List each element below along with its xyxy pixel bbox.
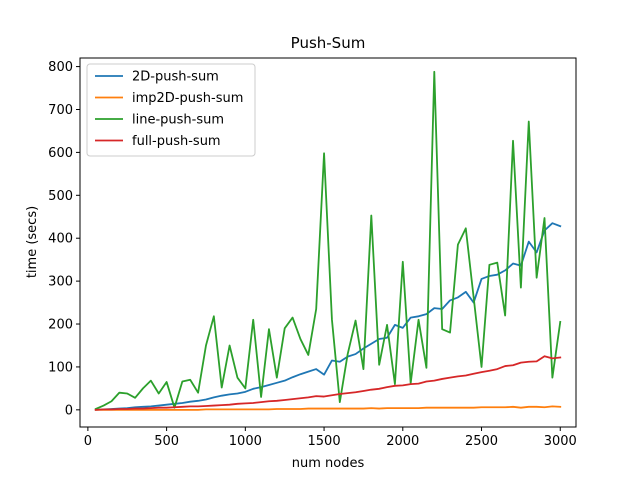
- series-line-imp2D-push-sum: [94, 405, 562, 411]
- y-tick-label: 500: [48, 189, 73, 204]
- y-tick-label: 400: [48, 232, 73, 247]
- series-line-line-push-sum: [94, 70, 562, 411]
- y-tick-label: 800: [48, 60, 73, 75]
- y-axis-label: time (secs): [25, 206, 40, 278]
- legend-box: [86, 63, 256, 157]
- y-tick-label: 300: [48, 275, 73, 290]
- series-lines: [94, 70, 562, 411]
- x-tick-label: 2000: [386, 434, 419, 449]
- x-tick-label: 3000: [544, 434, 577, 449]
- y-tick-label: 100: [48, 360, 73, 375]
- axes-frame: [79, 57, 577, 428]
- legend-label-line-push-sum: line-push-sum: [132, 113, 224, 128]
- axes: 0 500 1000 1500 2000 2500 3000 0 100 200 300 400 500…: [48, 57, 577, 449]
- x-tick-label: 500: [154, 434, 179, 449]
- y-tick-label: 700: [48, 103, 73, 118]
- x-tick-label: 0: [84, 434, 92, 449]
- x-tick-label: 2500: [465, 434, 498, 449]
- x-axis-label: num nodes: [292, 456, 365, 471]
- legend-label-2D-push-sum: 2D-push-sum: [132, 70, 219, 85]
- legend-label-imp2D-push-sum: imp2D-push-sum: [132, 91, 243, 106]
- series-line-full-push-sum: [94, 355, 562, 411]
- y-tick-label: 600: [48, 146, 73, 161]
- y-tick-label: 0: [65, 403, 73, 418]
- legend-label-full-push-sum: full-push-sum: [132, 134, 221, 149]
- y-tick-label: 200: [48, 318, 73, 333]
- x-tick-label: 1000: [229, 434, 262, 449]
- x-tick-label: 1500: [308, 434, 341, 449]
- plot-area: [94, 70, 562, 411]
- legend: 2D-push-sum imp2D-push-sum line-push-sum fu…: [86, 63, 256, 157]
- chart-title: Push-Sum: [291, 34, 366, 52]
